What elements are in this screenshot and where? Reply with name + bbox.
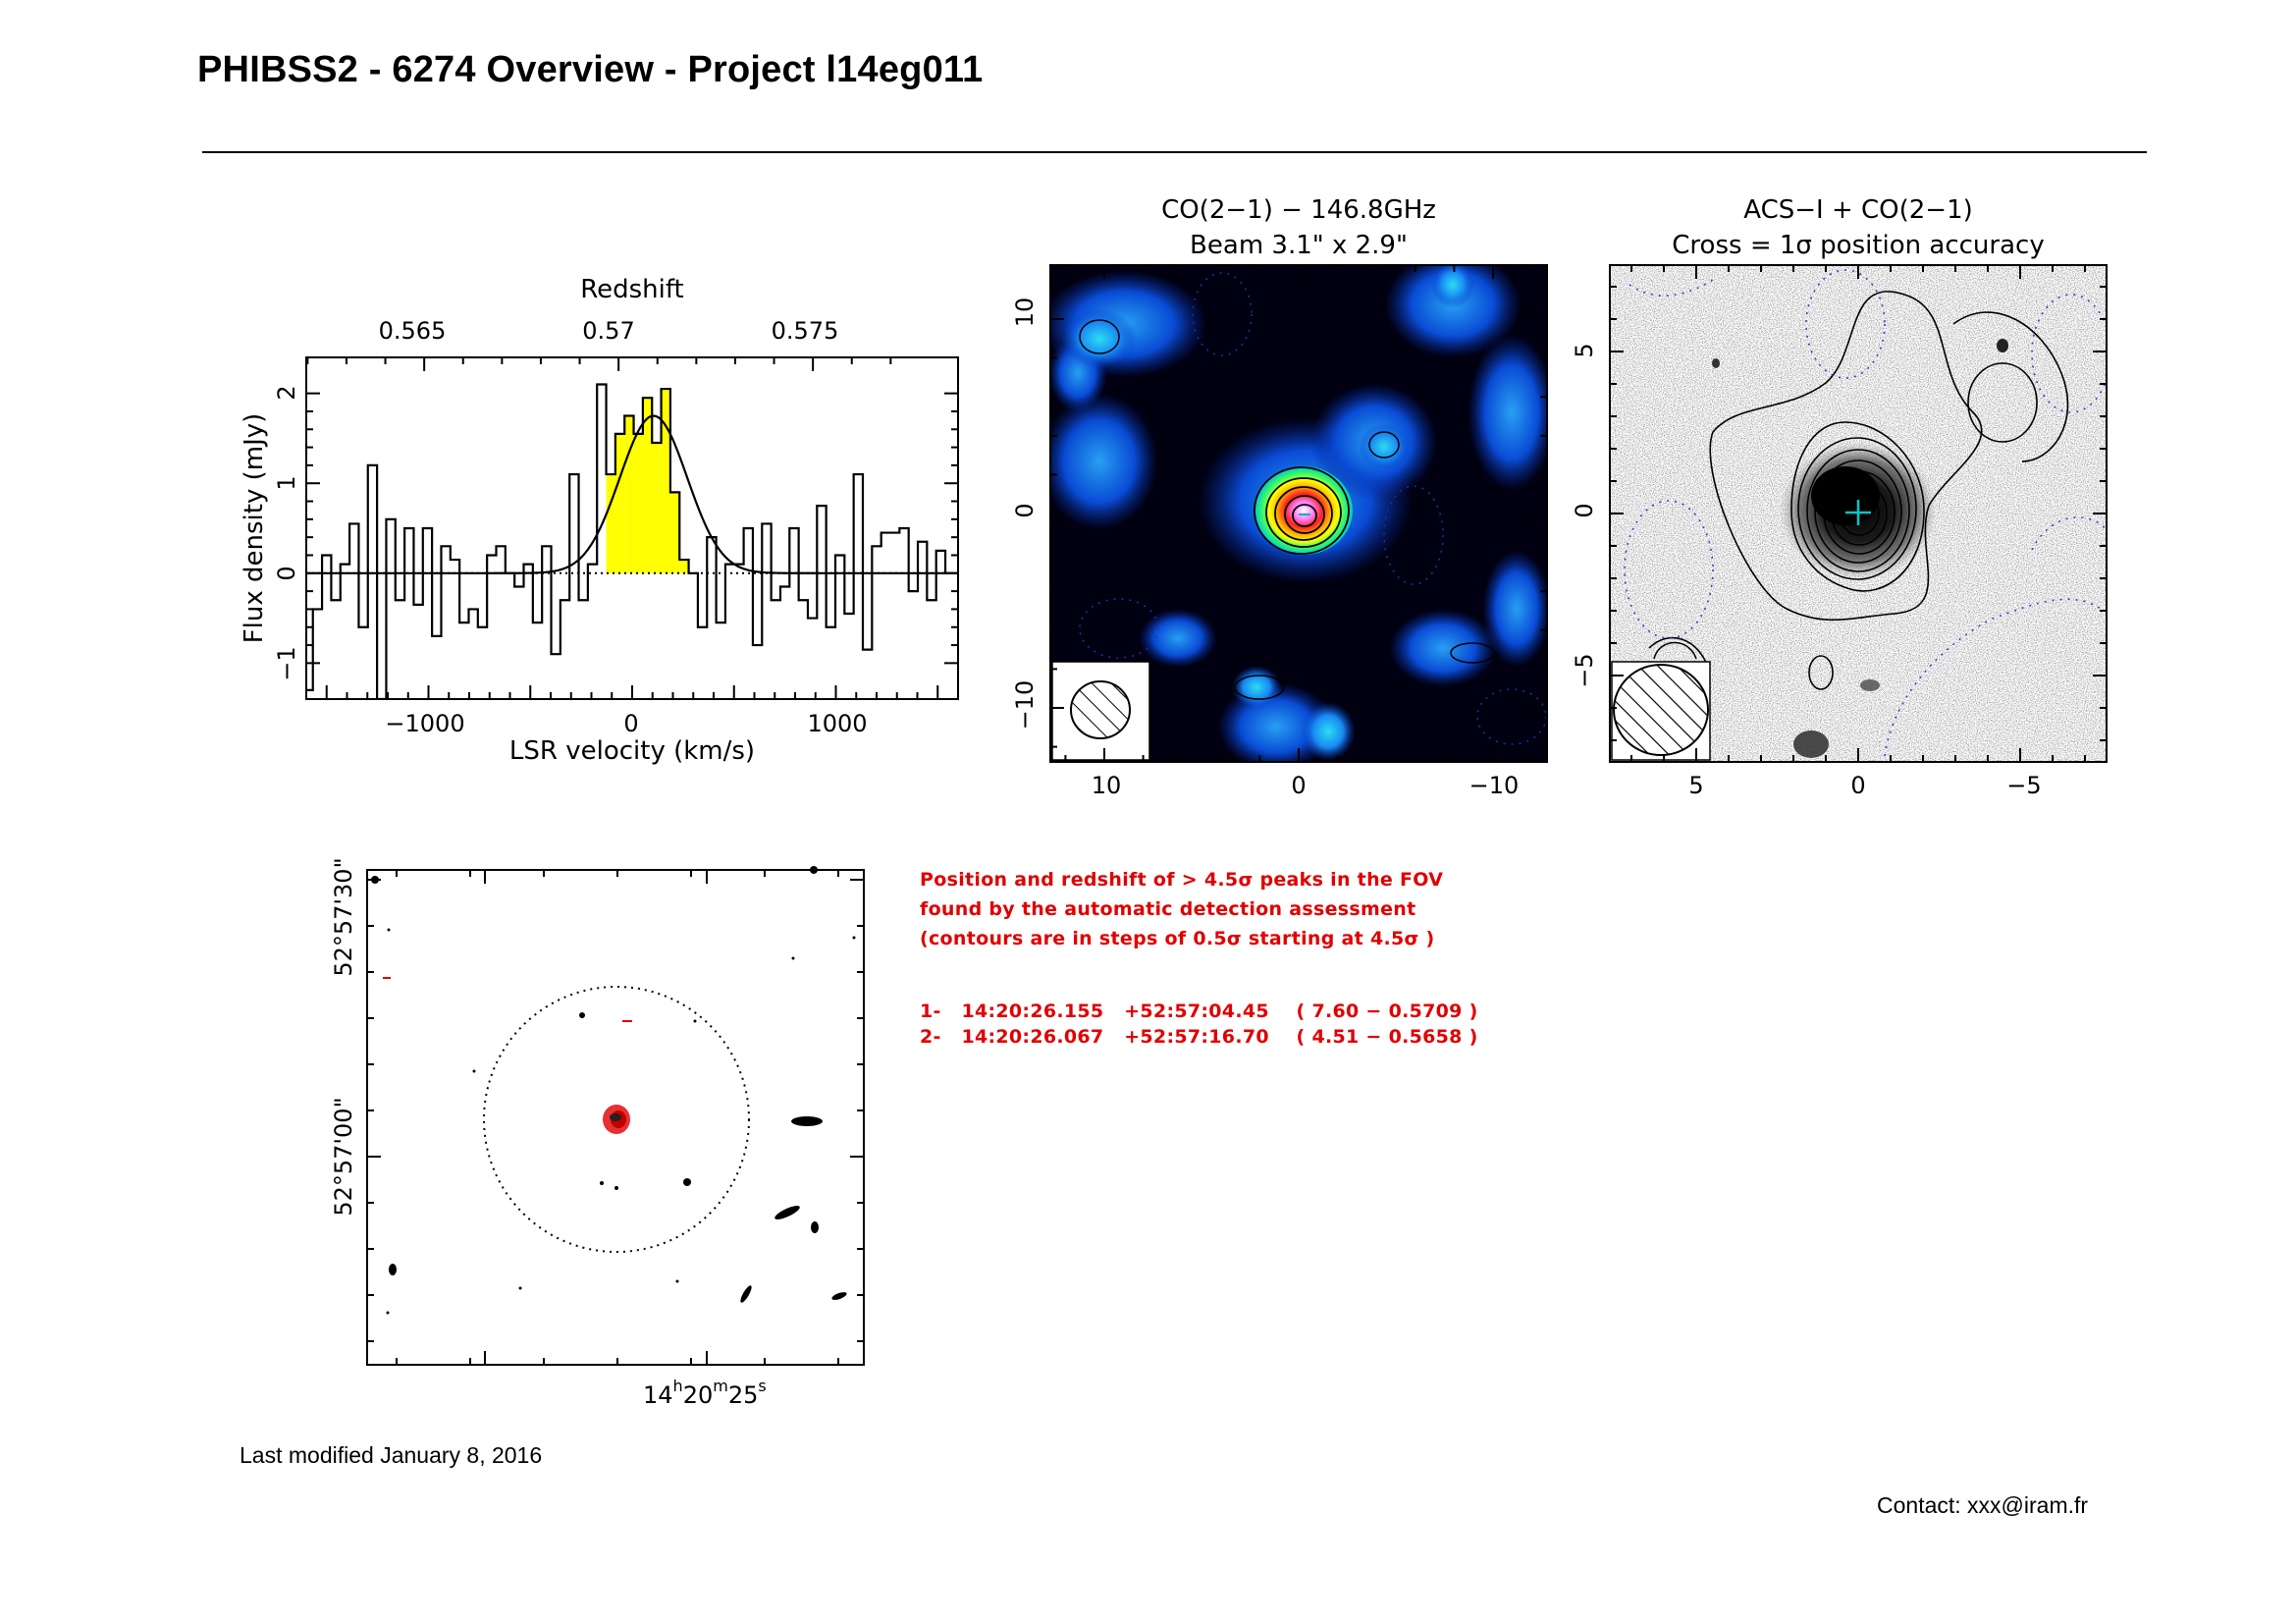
- fov-detection-peaks: [383, 977, 632, 1134]
- spectrum-top-tick-label: 0.57: [582, 317, 634, 345]
- spectrum-x-axis-label: LSR velocity (km/s): [509, 736, 755, 766]
- page-title: PHIBSS2 - 6274 Overview - Project l14eg0…: [197, 49, 984, 90]
- detection-intro-line: (contours are in steps of 0.5σ starting …: [920, 928, 1435, 949]
- detection-peak-row: 2- 14:20:26.067 +52:57:16.70 ( 4.51 − 0.…: [920, 1026, 1478, 1048]
- co-map-x-tick-label: 10: [1092, 772, 1122, 799]
- spectrum-y-tick-label: −1: [273, 646, 300, 680]
- fov-ra-tick-label: 14h20m25s: [643, 1377, 767, 1409]
- spectrum-top-tick-label: 0.575: [772, 317, 839, 345]
- spectrum-y-tick-label: 1: [273, 475, 300, 490]
- spectrum-line-fill: [661, 389, 670, 573]
- spectrum-histogram: [306, 383, 955, 699]
- contact-info: Contact: xxx@iram.fr: [1877, 1492, 2089, 1518]
- co-map-x-tick-label: 0: [1291, 772, 1306, 799]
- fov-dec-tick-label: 52°57'00": [330, 1097, 357, 1216]
- acs-map-y-tick-label: −5: [1571, 653, 1598, 687]
- spectrum-panel: Redshift 0.565 0.57 0.575 −1000 0 1000 L…: [240, 275, 959, 766]
- spectrum-x-tick-label: −1000: [385, 710, 464, 737]
- fov-field-sources: [371, 866, 856, 1315]
- detection-intro-line: found by the automatic detection assessm…: [920, 898, 1416, 920]
- spectrum-axes: [306, 357, 958, 699]
- spectrum-line-fill: [679, 560, 689, 573]
- co-map-title-line1: CO(2−1) − 146.8GHz: [1161, 195, 1436, 225]
- spectrum-y-axis-label: Flux density (mJy): [240, 413, 269, 644]
- spectrum-y-tick-label: 0: [273, 566, 300, 580]
- spectrum-x-tick-label: 1000: [807, 710, 867, 737]
- acs-map-x-tick-label: 5: [1688, 772, 1703, 799]
- last-modified: Last modified January 8, 2016: [240, 1442, 543, 1468]
- acs-co-contours: [1648, 291, 2069, 690]
- acs-map-x-tick-label: 0: [1850, 772, 1865, 799]
- acs-negative-contours: [1624, 269, 2107, 757]
- co-map-y-tick-label: 10: [1011, 298, 1039, 328]
- acs-map-y-tick-label: 0: [1571, 503, 1598, 517]
- acs-map-title-line2: Cross = 1σ position accuracy: [1672, 231, 2044, 260]
- acs-map-y-tick-label: 5: [1571, 343, 1598, 357]
- acs-map-x-tick-label: −5: [2006, 772, 2041, 799]
- spectrum-y-tick-label: 2: [273, 385, 300, 400]
- fov-map-panel: 52°57'30" 52°57'00" 14h20m25s: [330, 857, 865, 1409]
- co-map-x-tick-label: −10: [1469, 772, 1520, 799]
- co-map-panel: CO(2−1) − 146.8GHz Beam 3.1" x 2.9": [1011, 195, 1548, 799]
- spectrum-gaussian-fit: [306, 414, 958, 574]
- co-map-source: [1254, 466, 1353, 555]
- spectrum-line-fill: [669, 492, 680, 573]
- co-map-title-line2: Beam 3.1" x 2.9": [1190, 231, 1408, 260]
- spectrum-line-fill: [633, 433, 643, 573]
- acs-map-panel: ACS−I + CO(2−1) Cross = 1σ position accu…: [1571, 195, 2108, 799]
- fov-circle: [483, 986, 750, 1253]
- co-map-image: [1050, 265, 1547, 762]
- spectrum-line-fill: [606, 474, 615, 573]
- co-map-y-tick-label: −10: [1011, 680, 1039, 730]
- spectrum-line-fill: [642, 398, 653, 573]
- spectrum-top-axis-label: Redshift: [580, 275, 684, 304]
- acs-map-ticks: [1610, 265, 2107, 762]
- spectrum-x-tick-label: 0: [623, 710, 638, 737]
- fov-dec-tick-label: 52°57'30": [330, 857, 357, 976]
- detection-intro-line: Position and redshift of > 4.5σ peaks in…: [920, 869, 1444, 891]
- spectrum-line-fill: [624, 415, 634, 573]
- title-rule: [202, 151, 2147, 153]
- spectrum-top-tick-label: 0.565: [379, 317, 447, 345]
- detection-peak-row: 1- 14:20:26.155 +52:57:04.45 ( 7.60 − 0.…: [920, 1001, 1478, 1022]
- fov-map-ticks: [367, 870, 864, 1365]
- spectrum-line-fill: [652, 443, 662, 573]
- co-map-y-tick-label: 0: [1011, 503, 1039, 517]
- acs-map-beam: [1611, 641, 1711, 761]
- spectrum-line-fill: [614, 433, 625, 573]
- co-map-beam: [1051, 661, 1150, 761]
- acs-map-title-line1: ACS−I + CO(2−1): [1743, 195, 1973, 225]
- acs-position-cross: [1845, 500, 1871, 525]
- spectrum-plot-area: [306, 383, 958, 699]
- co-map-ticks: [1050, 265, 1547, 762]
